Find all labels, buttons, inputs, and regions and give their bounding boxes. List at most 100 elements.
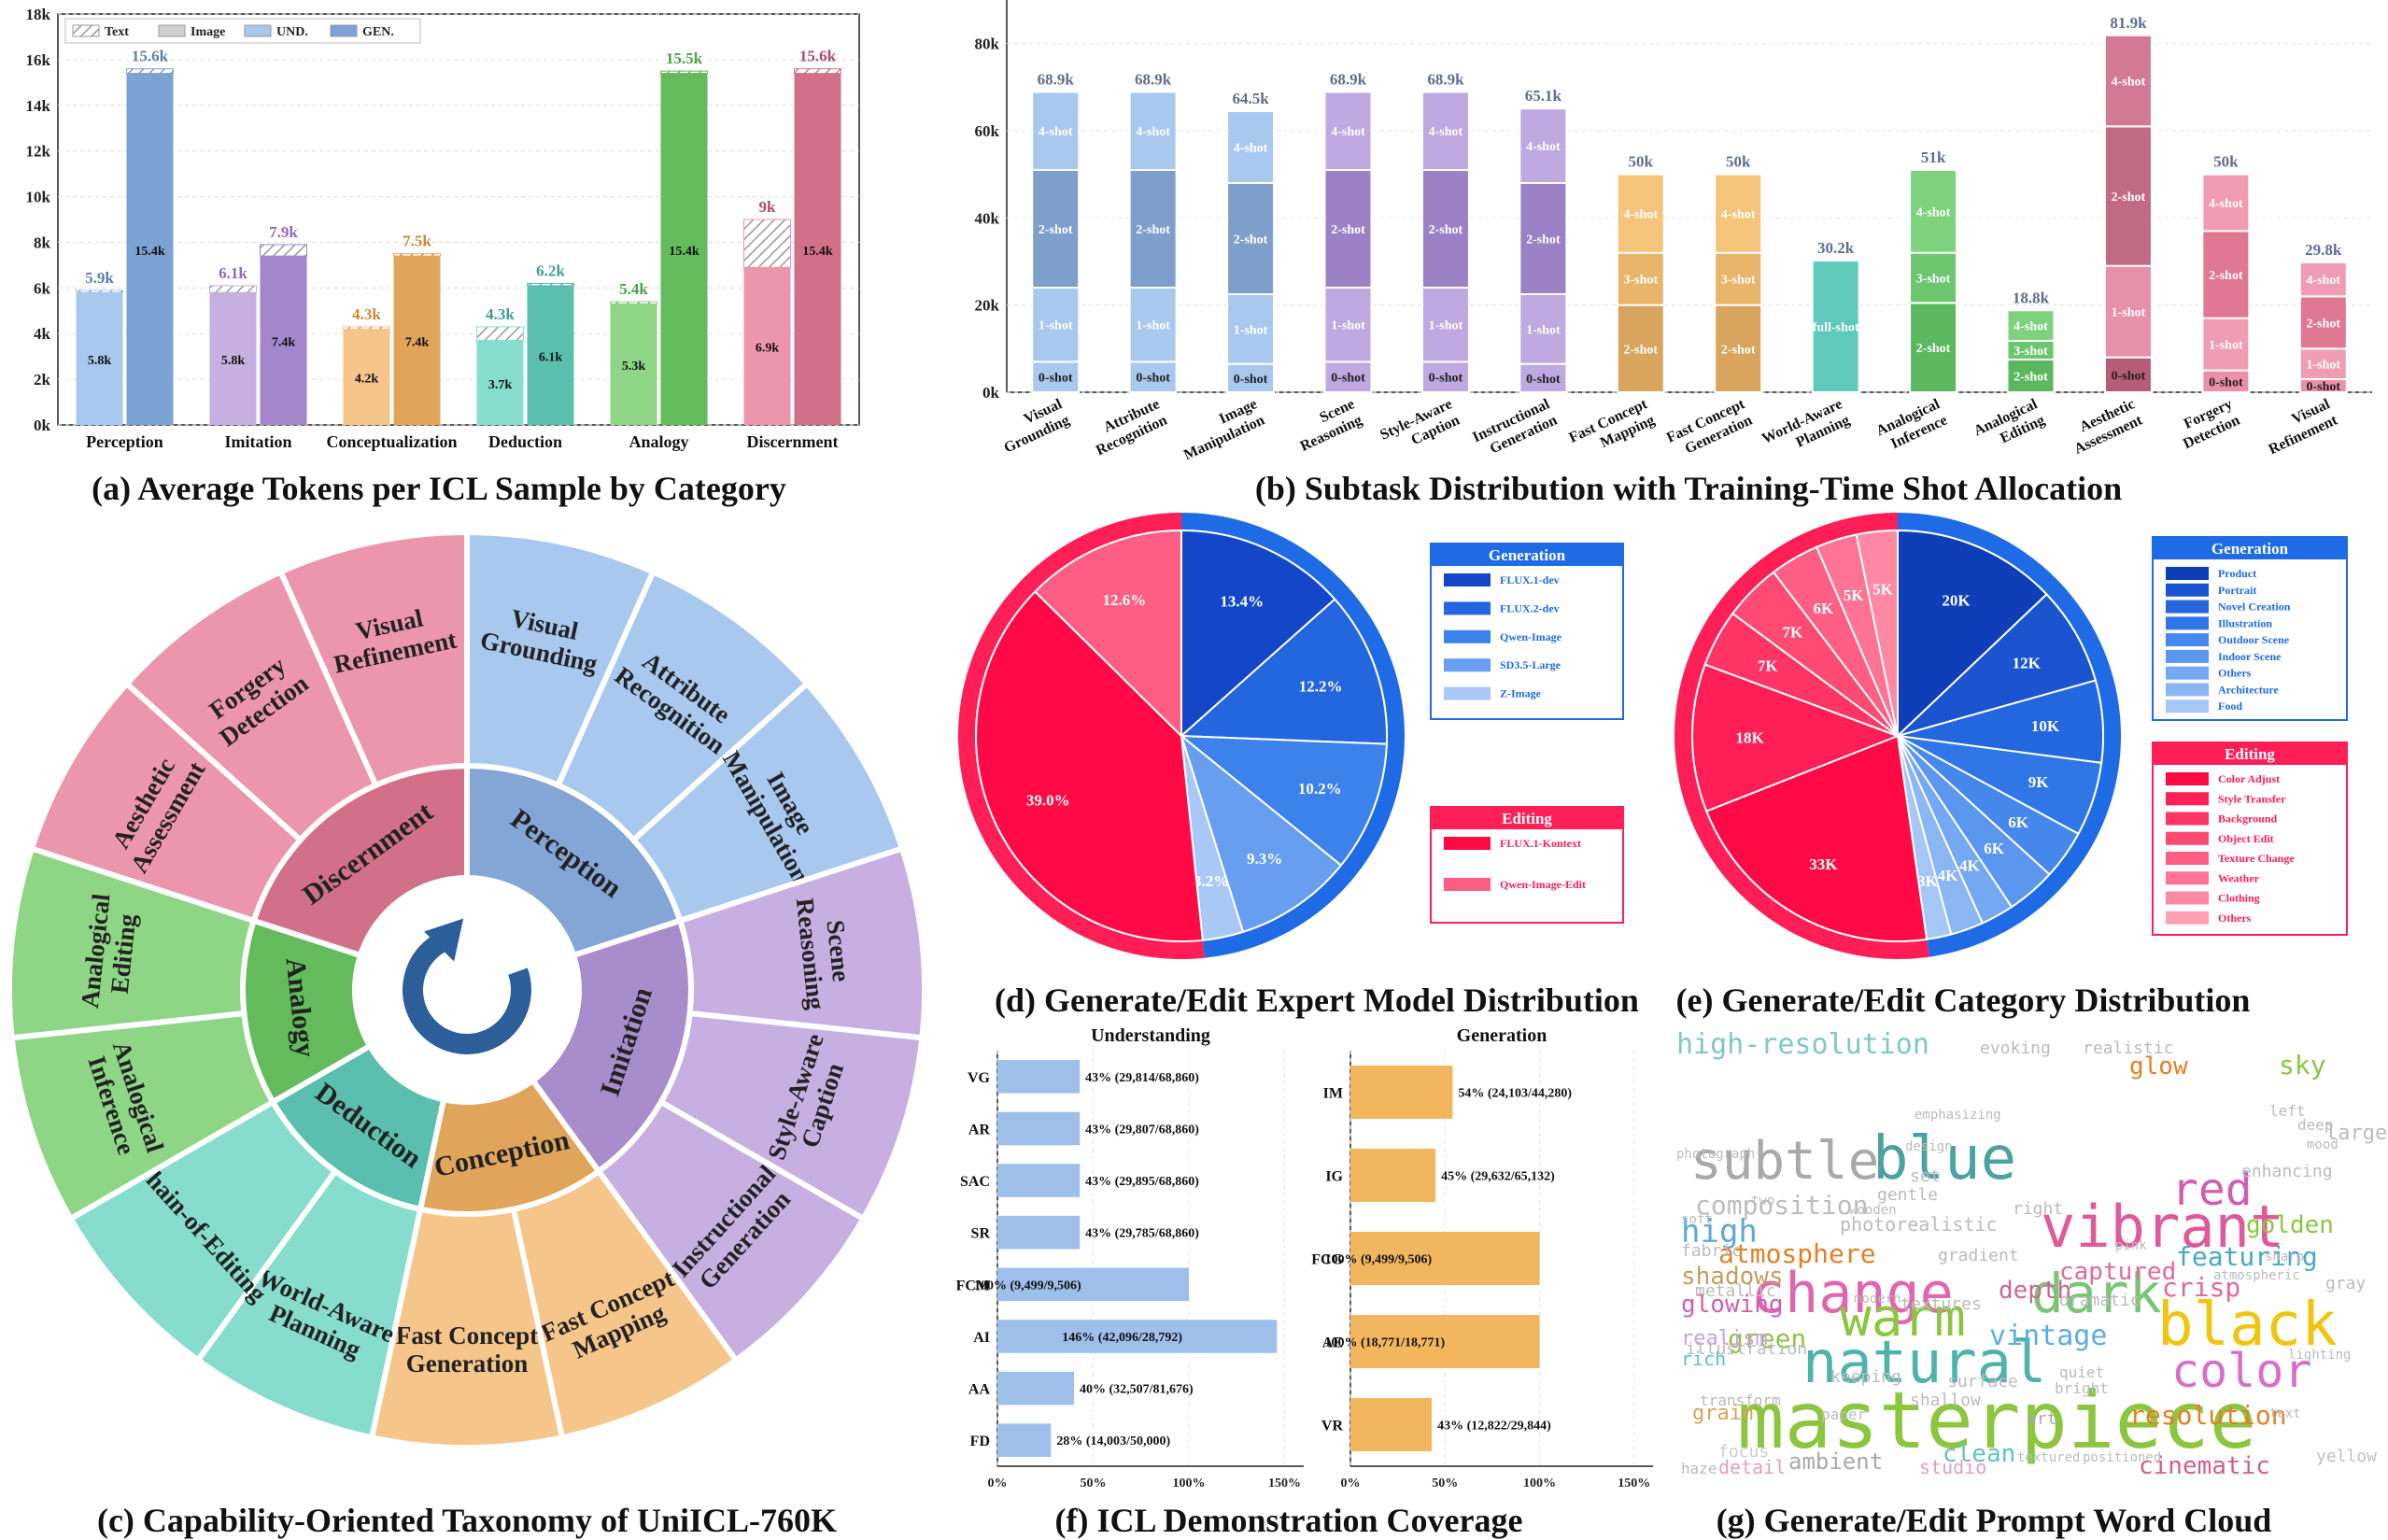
word-yellow: yellow bbox=[2316, 1447, 2377, 1466]
xtick-b: Style-AwareCaption bbox=[1378, 396, 1462, 459]
word-realistic: realistic bbox=[2083, 1038, 2174, 1058]
segment-scene-reasoning-1-shot bbox=[1323, 287, 1373, 363]
total-label-b: 29.8k bbox=[2305, 241, 2342, 259]
refresh-arrow-head bbox=[424, 918, 464, 962]
legend-swatch-others bbox=[2166, 666, 2209, 680]
outer-label-line: Fast Concept bbox=[396, 1321, 538, 1349]
total-label: 4.3k bbox=[486, 305, 515, 323]
legend-swatch-flux-1-kontext bbox=[1444, 837, 1491, 850]
word-ambient: ambient bbox=[1788, 1448, 1883, 1475]
caption-e: (e) Generate/Edit Category Distribution bbox=[1676, 982, 2251, 1019]
legend-title: Generation bbox=[2211, 540, 2289, 558]
segment-label: 3-shot bbox=[1916, 273, 1951, 287]
ytick-im: IM bbox=[1323, 1086, 1343, 1102]
legend-swatch-flux-2-dev bbox=[1444, 601, 1491, 615]
total-label: 6.1k bbox=[219, 264, 247, 282]
slice-flux-2-dev bbox=[1179, 598, 1388, 745]
total-label-b: 50k bbox=[1726, 153, 1751, 171]
segment-attribute-recognition-1-shot bbox=[1128, 287, 1178, 363]
legend-swatch-product bbox=[2166, 567, 2209, 580]
bar-imitation-gen-image bbox=[260, 256, 307, 425]
word-grain: grain bbox=[1692, 1402, 1754, 1425]
ytick-ig: IG bbox=[1325, 1169, 1343, 1185]
legend-label-image: Image bbox=[191, 25, 225, 39]
word-textured: textured bbox=[2017, 1450, 2080, 1465]
image-label: 3.7k bbox=[488, 378, 513, 392]
word-detail: detail bbox=[1718, 1456, 1786, 1478]
segment-world-aware-planning-full-shot bbox=[1811, 260, 1860, 394]
panel-a-token-chart: 0k 2k 4k 6k 8k 10k 12k 14k 16k 18k 5.8k 5.9k 15.4k 15… bbox=[26, 6, 860, 451]
segment-aesthetic-assessment-4-shot bbox=[2103, 34, 2153, 128]
slice-label-flux-1-kontext: 39.0% bbox=[1026, 792, 1070, 810]
total-label: 4.3k bbox=[352, 305, 381, 323]
bar-ar bbox=[997, 1111, 1081, 1146]
bar-label-ar: 43% (29,807/68,860) bbox=[1085, 1123, 1199, 1137]
word-enhancing: enhancing bbox=[2241, 1162, 2333, 1181]
total-label-b: 68.9k bbox=[1038, 70, 1075, 88]
bar-fd bbox=[997, 1423, 1052, 1457]
legend-label-z-image: Z-Image bbox=[1500, 687, 1542, 700]
ytick-a: 10k bbox=[26, 189, 51, 206]
word-fabric: fabric bbox=[1681, 1241, 1742, 1261]
xtick-f2: 150% bbox=[1618, 1476, 1650, 1491]
total-label-b: 51k bbox=[1921, 148, 1946, 166]
legend-label-novel-creation: Novel Creation bbox=[2218, 600, 2291, 614]
word-rich: rich bbox=[1681, 1348, 1726, 1370]
slice-flux-1-dev bbox=[1180, 529, 1336, 739]
legend-label-background: Background bbox=[2218, 812, 2277, 826]
ytick-vr: VR bbox=[1321, 1419, 1344, 1434]
bar-fcm bbox=[997, 1267, 1189, 1302]
legend-swatch-gen bbox=[330, 24, 358, 37]
total-label: 7.9k bbox=[269, 223, 298, 241]
image-label: 15.4k bbox=[134, 245, 165, 259]
legend-swatch-texture-change bbox=[2166, 852, 2209, 865]
outer-ring-generation bbox=[1180, 513, 1405, 958]
word-large: large bbox=[2325, 1122, 2387, 1145]
legend-title: Editing bbox=[2225, 745, 2275, 763]
segment-label: 4-shot bbox=[1916, 205, 1951, 219]
word-atmospheric: atmospheric bbox=[2213, 1268, 2300, 1283]
word-design: design bbox=[1905, 1139, 1953, 1154]
segment-forgery-detection-1-shot bbox=[2201, 317, 2251, 372]
slice-label-qwen-image-edit: 12.6% bbox=[1102, 591, 1146, 609]
xtick-b: AestheticAssessment bbox=[2065, 396, 2146, 458]
legend-label-color-adjust: Color Adjust bbox=[2218, 772, 2280, 785]
segment-label: 4-shot bbox=[1039, 125, 1073, 139]
ytick-a: 16k bbox=[26, 51, 51, 69]
word-focus: focus bbox=[1718, 1442, 1769, 1462]
xtick-f2: 50% bbox=[1432, 1476, 1458, 1491]
segment-label: 2-shot bbox=[2307, 317, 2341, 331]
bar-imitation-gen-text bbox=[260, 244, 307, 257]
bar-sr bbox=[997, 1215, 1081, 1250]
image-label: 5.3k bbox=[622, 360, 646, 374]
segment-label: 4-shot bbox=[1136, 125, 1170, 139]
image-label: 5.8k bbox=[221, 354, 246, 368]
legend-swatch-illustration bbox=[2166, 616, 2209, 630]
segment-label: 1-shot bbox=[1136, 319, 1170, 333]
word-pink: pink bbox=[2115, 1238, 2147, 1253]
bar-label-fd: 28% (14,003/50,000) bbox=[1056, 1434, 1170, 1448]
slice-label-clothing: 5K bbox=[1872, 580, 1894, 598]
segment-label: 2-shot bbox=[1136, 223, 1170, 237]
bar-label-vr: 43% (12,822/29,844) bbox=[1437, 1420, 1551, 1434]
slice-flux-1-kontext bbox=[974, 590, 1204, 942]
total-label-b: 64.5k bbox=[1232, 90, 1269, 107]
segment-visual-grounding-0-shot bbox=[1031, 360, 1081, 394]
slice-sd3-5-large bbox=[1180, 733, 1343, 934]
legend-label-others: Others bbox=[2218, 667, 2252, 680]
legend-label-others: Others bbox=[2218, 911, 2252, 925]
legend-swatch-qwen-image bbox=[1444, 629, 1491, 643]
segment-attribute-recognition-4-shot bbox=[1128, 91, 1178, 171]
outer-label-fast-concept-generation: Fast Concept Generation bbox=[396, 1321, 538, 1378]
legend-label-flux-1-dev: FLUX.1-dev bbox=[1500, 573, 1560, 586]
xtick-f2: 0% bbox=[1341, 1476, 1361, 1491]
word-emphasizing: emphasizing bbox=[1915, 1108, 2001, 1123]
total-label-b: 81.9k bbox=[2110, 14, 2147, 32]
bar-im bbox=[1350, 1066, 1453, 1119]
segment-label: 2-shot bbox=[1039, 223, 1073, 237]
word-high-resolution: high-resolution bbox=[1676, 1028, 1929, 1061]
legend-swatch-weather bbox=[2166, 871, 2209, 885]
center-disc bbox=[360, 883, 573, 1096]
bar-deduction-gen-text bbox=[527, 282, 574, 287]
